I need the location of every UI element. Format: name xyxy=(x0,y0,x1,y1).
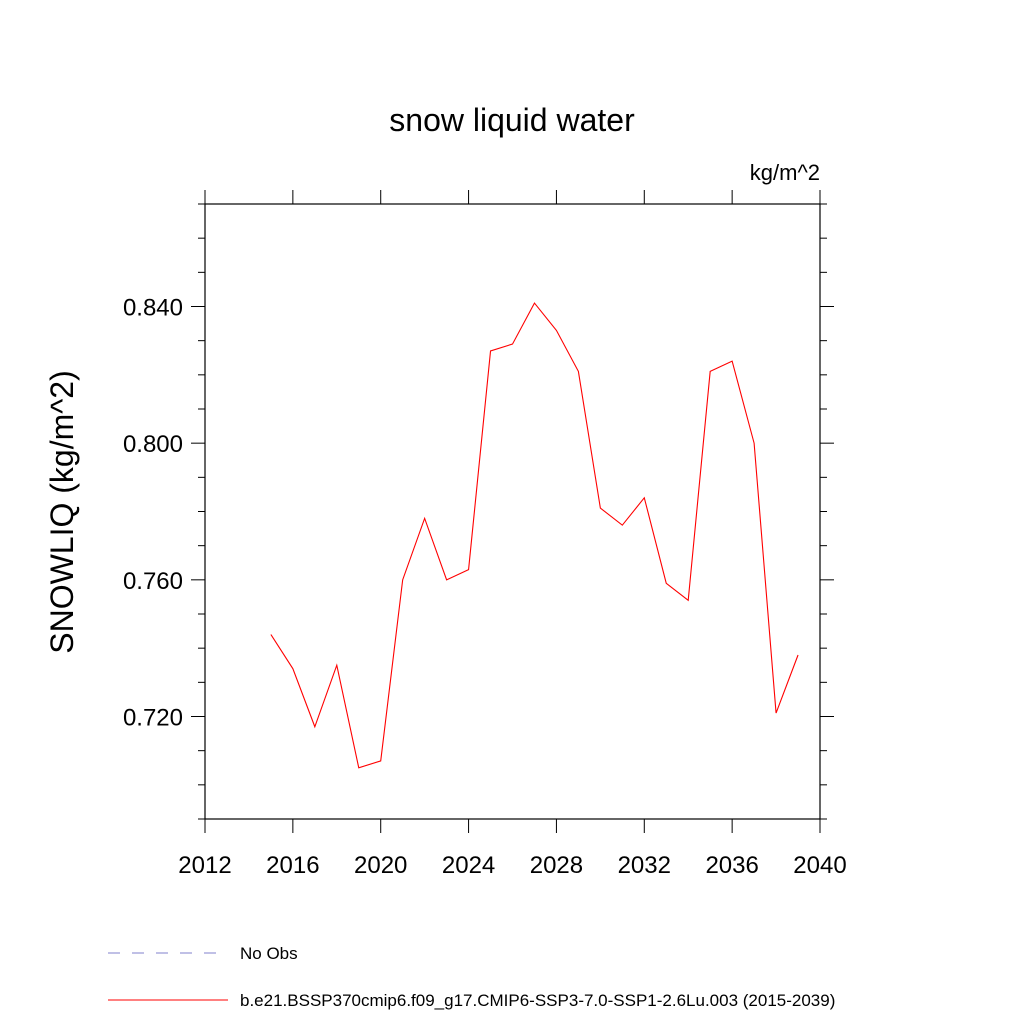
y-tick-label: 0.760 xyxy=(123,568,183,595)
x-tick-label: 2020 xyxy=(354,852,407,879)
y-axis-label: SNOWLIQ (kg/m^2) xyxy=(44,370,80,653)
x-tick-label: 2040 xyxy=(793,852,846,879)
legend-label-model: b.e21.BSSP370cmip6.f09_g17.CMIP6-SSP3-7.… xyxy=(240,991,835,1010)
legend-label-no-obs: No Obs xyxy=(240,944,298,963)
y-tick-label: 0.840 xyxy=(123,295,183,322)
x-tick-label: 2016 xyxy=(266,852,319,879)
x-tick-label: 2012 xyxy=(178,852,231,879)
chart-title: snow liquid water xyxy=(389,102,635,138)
y-tick-label: 0.720 xyxy=(123,705,183,732)
x-tick-label: 2028 xyxy=(530,852,583,879)
series-line-0 xyxy=(270,302,799,769)
x-tick-label: 2024 xyxy=(442,852,495,879)
units-label: kg/m^2 xyxy=(750,160,820,185)
y-tick-label: 0.800 xyxy=(123,431,183,458)
x-tick-label: 2032 xyxy=(618,852,671,879)
x-tick-label: 2036 xyxy=(705,852,758,879)
plot-frame xyxy=(204,203,821,820)
